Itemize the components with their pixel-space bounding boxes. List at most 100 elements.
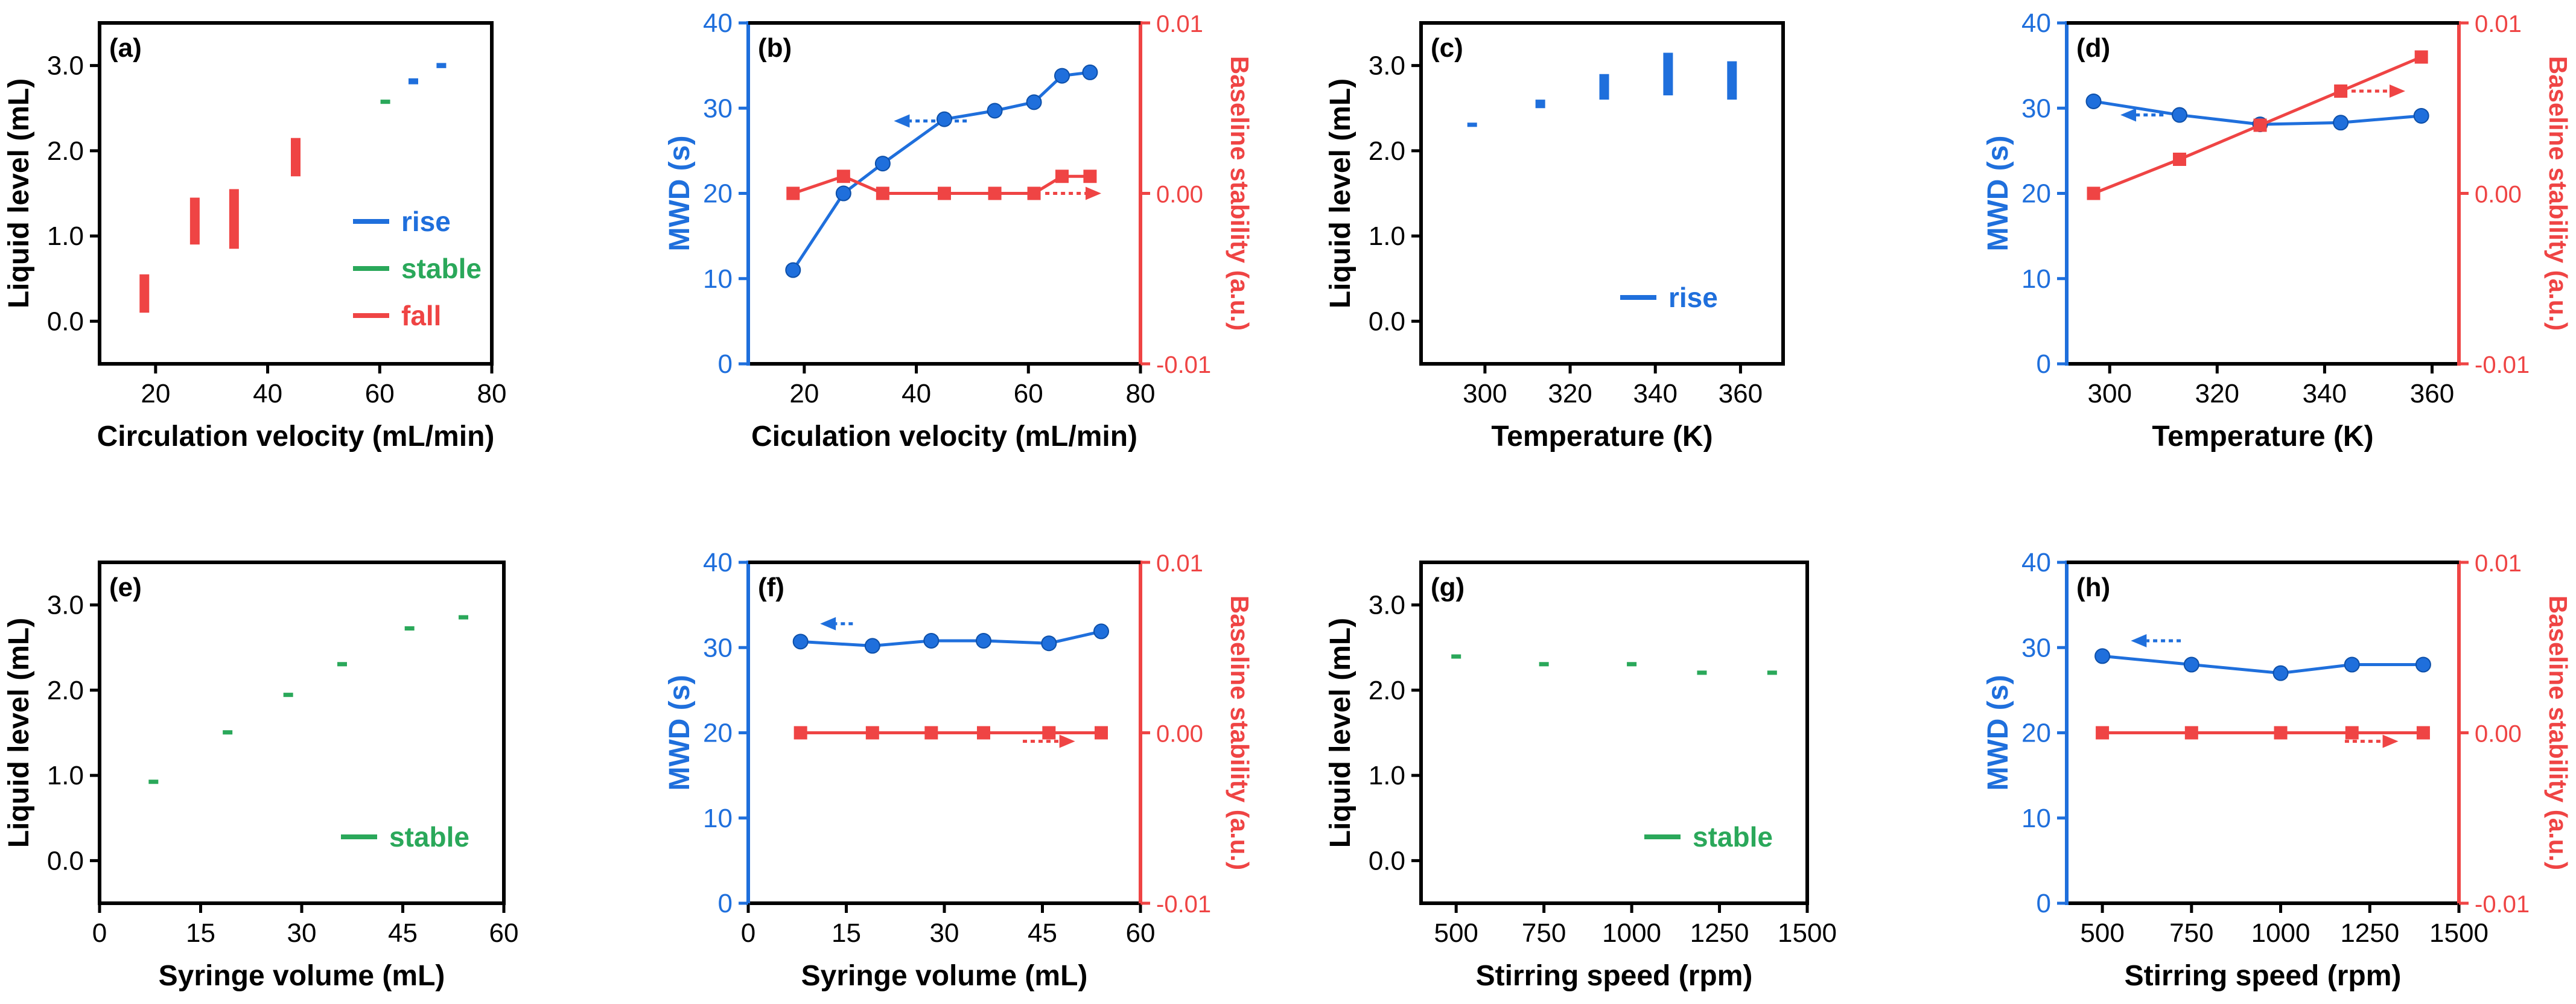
legend-label-fall: fall <box>401 300 441 331</box>
range-bar-fall <box>229 189 239 249</box>
x-axis-title: Ciculation velocity (mL/min) <box>751 421 1137 453</box>
range-bar-rise <box>409 78 418 84</box>
legend-label-stable: stable <box>1693 821 1773 853</box>
panel-e: 0 15 30 45 60 0.0 1.0 2.0 3.0 Syringe volume (mL)… <box>3 561 519 992</box>
y-tick-label: 40 <box>2021 548 2051 577</box>
x-tick-label: 60 <box>365 379 395 408</box>
baseline-point <box>865 726 879 740</box>
y2-tick-label: -0.01 <box>1156 891 1211 918</box>
y-axis-title: MWD (s) <box>1982 136 2014 252</box>
y2-tick-label: 0.00 <box>1156 182 1203 208</box>
baseline-point <box>2172 153 2186 166</box>
panel-label: (a) <box>109 33 142 63</box>
baseline-point <box>836 170 850 183</box>
range-bar-rise <box>436 63 447 68</box>
y-axis-title: Liquid level (mL) <box>3 618 35 848</box>
series-line-mwd <box>800 629 1102 647</box>
y-tick-label: 0.0 <box>1369 846 1405 875</box>
x-tick-label: 60 <box>489 918 519 948</box>
axis-arrow-mwd-head <box>2120 108 2137 122</box>
x-tick-label: 1500 <box>2429 918 2489 948</box>
y-tick-label: 30 <box>2021 94 2051 123</box>
y2-tick-label: 0.00 <box>2475 721 2522 748</box>
baseline-point <box>2087 186 2101 200</box>
legend-label-rise: rise <box>1668 282 1718 313</box>
y-tick-label: 1.0 <box>1369 761 1405 790</box>
x-tick-label: 300 <box>1463 379 1507 408</box>
x-tick-label: 40 <box>253 379 282 408</box>
legend: rise <box>1620 282 1718 313</box>
y-tick-label: 0 <box>718 889 733 918</box>
panel-label: (e) <box>109 573 142 602</box>
y-tick-label: 3.0 <box>47 591 84 620</box>
mwd-point <box>2272 665 2289 681</box>
range-bar-rise <box>1535 100 1545 109</box>
baseline-point <box>876 186 889 200</box>
plot-frame <box>98 21 494 366</box>
range-bar-rise <box>1599 74 1609 100</box>
range-bar-stable <box>1451 654 1461 659</box>
x-axis-title: Syringe volume (mL) <box>159 960 445 992</box>
panel-label: (g) <box>1431 573 1465 602</box>
x-tick-label: 15 <box>832 918 861 948</box>
range-bar-stable <box>404 626 415 631</box>
mwd-point <box>1041 635 1057 652</box>
y2-tick-label: -0.01 <box>1156 352 1211 378</box>
panel-b: 20 40 60 80 0 10 20 30 40 -0.01 0.00 0.01 Ciculation… <box>664 8 1254 453</box>
baseline-point <box>1027 186 1041 200</box>
x-tick-label: 320 <box>1548 379 1592 408</box>
mwd-point <box>2171 107 2187 123</box>
baseline-point <box>2345 726 2359 740</box>
axis-arrow-baseline-head <box>2389 84 2405 98</box>
y-tick-label: 20 <box>2021 179 2051 209</box>
y-axis-title: MWD (s) <box>664 675 696 791</box>
panel-f: 0 15 30 45 60 0 10 20 30 40 -0.01 0.00 0.01 Syringe v… <box>664 548 1254 992</box>
mwd-point <box>1026 94 1042 110</box>
panel-label: (c) <box>1431 33 1463 63</box>
range-bar-stable <box>380 100 390 104</box>
panel-label: (b) <box>758 33 792 63</box>
baseline-point <box>2334 84 2348 98</box>
y-tick-label: 30 <box>703 633 733 662</box>
mwd-point <box>976 632 991 649</box>
range-bar-fall <box>189 197 200 245</box>
range-bar-stable <box>223 730 233 735</box>
panel-d: 300 320 340 360 0 10 20 30 40 -0.01 0.00 0.01 Temper… <box>1982 8 2572 453</box>
y-tick-label: 10 <box>703 264 733 294</box>
mwd-point <box>2413 107 2429 124</box>
y-tick-label: 10 <box>2021 264 2051 294</box>
x-tick-label: 60 <box>1126 918 1156 948</box>
y-axis-title: MWD (s) <box>1982 675 2014 791</box>
mwd-point <box>785 262 801 278</box>
panel-c: 300 320 340 360 0.0 1.0 2.0 3.0 Temperature (K) L… <box>1325 21 1785 453</box>
mwd-point <box>1054 68 1070 84</box>
x-axis-title: Stirring speed (rpm) <box>1476 960 1753 992</box>
range-bar-stable <box>337 662 347 667</box>
y-tick-label: 0 <box>2037 349 2051 379</box>
baseline-point <box>2253 118 2267 132</box>
x-tick-label: 0 <box>92 918 107 948</box>
mwd-point <box>2085 93 2102 109</box>
mwd-point <box>2344 656 2360 673</box>
y2-axis-title: Baseline stability (a.u.) <box>1226 56 1254 331</box>
x-tick-label: 80 <box>1126 379 1156 408</box>
axis-arrow-baseline-head <box>1086 186 1101 200</box>
baseline-point <box>793 726 807 740</box>
axis-arrow-mwd-head <box>820 617 836 631</box>
mwd-point <box>792 634 809 650</box>
y-tick-label: 10 <box>2021 804 2051 833</box>
series-line-mwd <box>2102 654 2423 675</box>
legend: stable <box>341 821 469 853</box>
x-tick-label: 1000 <box>1602 918 1661 948</box>
range-bar-stable <box>283 693 293 697</box>
baseline-point <box>2414 50 2428 64</box>
x-tick-label: 1250 <box>1690 918 1749 948</box>
y-axis-title: MWD (s) <box>664 136 696 252</box>
y-tick-label: 1.0 <box>47 221 84 251</box>
baseline-point <box>924 726 938 740</box>
x-tick-label: 30 <box>930 918 959 948</box>
y-tick-label: 0 <box>2037 889 2051 918</box>
range-bar-fall <box>139 274 150 313</box>
plot-frame <box>1419 561 1809 905</box>
